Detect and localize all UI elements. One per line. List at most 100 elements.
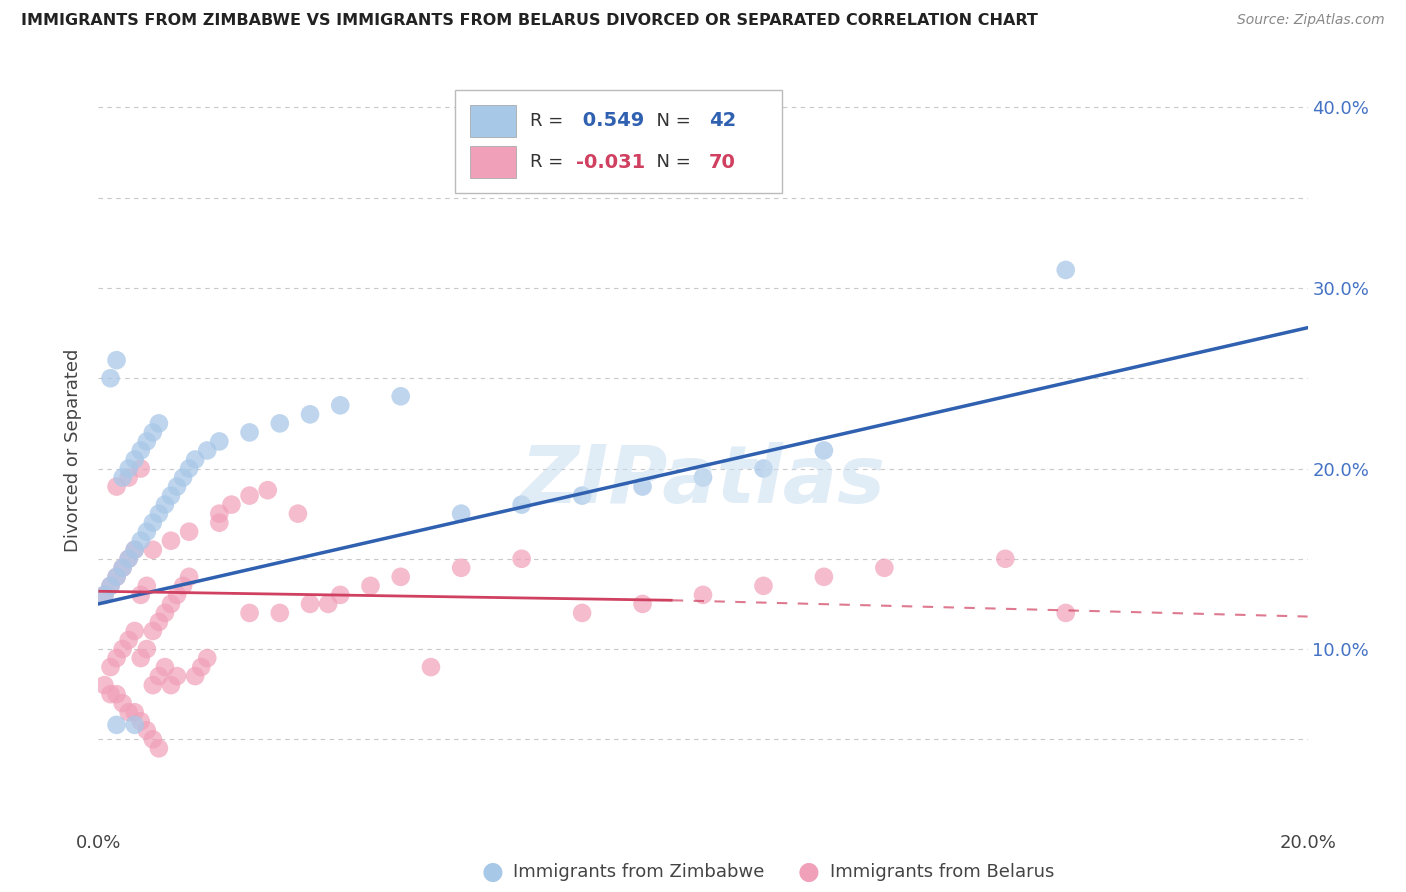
Point bbox=[148, 615, 170, 629]
Point bbox=[142, 678, 165, 692]
Point bbox=[105, 651, 128, 665]
Point bbox=[195, 651, 218, 665]
Point bbox=[100, 371, 122, 385]
Point bbox=[135, 434, 157, 449]
FancyBboxPatch shape bbox=[470, 146, 516, 178]
Point bbox=[105, 687, 128, 701]
Point bbox=[93, 588, 115, 602]
Text: Immigrants from Zimbabwe: Immigrants from Zimbabwe bbox=[513, 863, 765, 881]
Point bbox=[160, 533, 183, 548]
Point bbox=[179, 461, 201, 475]
Point bbox=[124, 542, 146, 557]
Point bbox=[208, 516, 231, 530]
Point bbox=[510, 551, 533, 566]
Point bbox=[166, 479, 188, 493]
Point bbox=[129, 588, 152, 602]
Text: 42: 42 bbox=[709, 112, 737, 130]
Point bbox=[160, 489, 183, 503]
Point bbox=[118, 633, 141, 648]
Point bbox=[269, 417, 291, 431]
Point bbox=[100, 687, 122, 701]
Point bbox=[148, 417, 170, 431]
Point bbox=[129, 443, 152, 458]
Point bbox=[752, 579, 775, 593]
Point bbox=[105, 479, 128, 493]
Point bbox=[1054, 263, 1077, 277]
Point bbox=[118, 705, 141, 719]
Point bbox=[111, 561, 134, 575]
Point bbox=[1054, 606, 1077, 620]
Point bbox=[100, 579, 122, 593]
Point bbox=[124, 624, 146, 638]
Point bbox=[510, 498, 533, 512]
Point bbox=[195, 443, 218, 458]
Text: 0.549: 0.549 bbox=[576, 112, 644, 130]
Point bbox=[239, 489, 262, 503]
Point bbox=[221, 498, 243, 512]
FancyBboxPatch shape bbox=[470, 104, 516, 136]
FancyBboxPatch shape bbox=[456, 90, 782, 193]
Point bbox=[142, 624, 165, 638]
Point bbox=[329, 588, 352, 602]
Point bbox=[105, 718, 128, 732]
Point bbox=[360, 579, 382, 593]
Text: N =: N = bbox=[645, 112, 696, 129]
Point bbox=[692, 470, 714, 484]
Point bbox=[389, 389, 412, 403]
Point bbox=[142, 516, 165, 530]
Point bbox=[105, 570, 128, 584]
Point bbox=[124, 452, 146, 467]
Point bbox=[100, 660, 122, 674]
Point bbox=[179, 570, 201, 584]
Point bbox=[142, 425, 165, 440]
Text: R =: R = bbox=[530, 153, 569, 171]
Point bbox=[111, 470, 134, 484]
Point bbox=[93, 678, 115, 692]
Point bbox=[118, 551, 141, 566]
Point bbox=[692, 588, 714, 602]
Text: ●: ● bbox=[797, 861, 820, 884]
Text: R =: R = bbox=[530, 112, 569, 129]
Point bbox=[135, 642, 157, 657]
Point bbox=[813, 570, 835, 584]
Text: 70: 70 bbox=[709, 153, 735, 172]
Point bbox=[299, 597, 322, 611]
Point bbox=[299, 408, 322, 422]
Point bbox=[129, 461, 152, 475]
Point bbox=[752, 461, 775, 475]
Point bbox=[153, 498, 176, 512]
Point bbox=[239, 425, 262, 440]
Point bbox=[118, 551, 141, 566]
Text: Immigrants from Belarus: Immigrants from Belarus bbox=[830, 863, 1054, 881]
Point bbox=[179, 524, 201, 539]
Point bbox=[105, 570, 128, 584]
Point bbox=[287, 507, 309, 521]
Point bbox=[111, 561, 134, 575]
Point bbox=[124, 542, 146, 557]
Text: -0.031: -0.031 bbox=[576, 153, 645, 172]
Point bbox=[166, 669, 188, 683]
Point bbox=[142, 542, 165, 557]
Point bbox=[135, 579, 157, 593]
Text: Source: ZipAtlas.com: Source: ZipAtlas.com bbox=[1237, 13, 1385, 28]
Point bbox=[571, 489, 593, 503]
Point bbox=[269, 606, 291, 620]
Point bbox=[256, 483, 278, 498]
Point bbox=[450, 561, 472, 575]
Point bbox=[93, 588, 115, 602]
Point bbox=[100, 579, 122, 593]
Point bbox=[142, 732, 165, 747]
Point bbox=[420, 660, 443, 674]
Text: IMMIGRANTS FROM ZIMBABWE VS IMMIGRANTS FROM BELARUS DIVORCED OR SEPARATED CORREL: IMMIGRANTS FROM ZIMBABWE VS IMMIGRANTS F… bbox=[21, 13, 1038, 29]
Point bbox=[160, 678, 183, 692]
Point bbox=[450, 507, 472, 521]
Point bbox=[111, 642, 134, 657]
Point bbox=[135, 524, 157, 539]
Point bbox=[631, 479, 654, 493]
Point bbox=[129, 533, 152, 548]
Point bbox=[329, 398, 352, 412]
Point bbox=[172, 579, 194, 593]
Point bbox=[129, 651, 152, 665]
Point bbox=[148, 507, 170, 521]
Point bbox=[813, 443, 835, 458]
